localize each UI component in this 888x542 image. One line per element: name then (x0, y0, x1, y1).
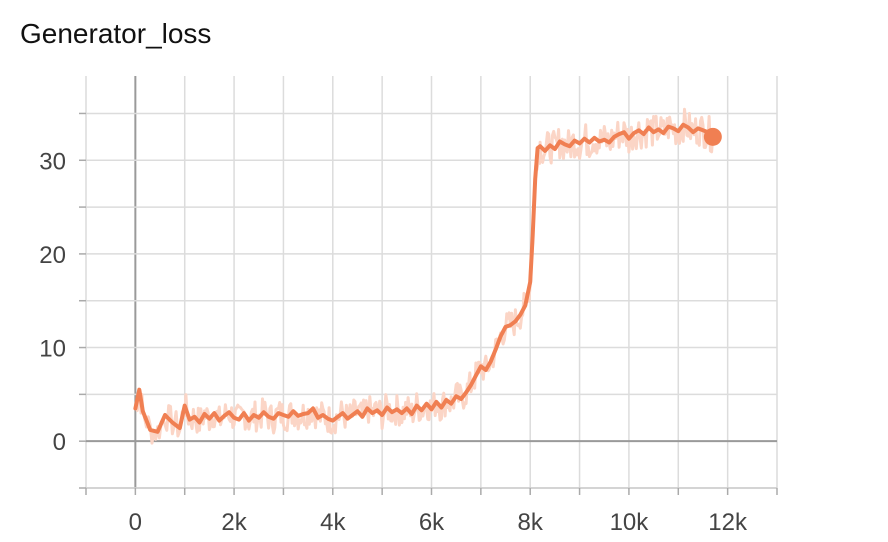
x-tick-label: 8k (518, 509, 544, 536)
x-tick-label: 2k (221, 509, 247, 536)
x-tick-label: 6k (419, 509, 445, 536)
raw-series-line (133, 107, 715, 445)
x-tick-label: 10k (610, 509, 650, 536)
x-tick-label: 12k (708, 509, 748, 536)
series-line (133, 122, 715, 434)
y-tick-label: 20 (39, 242, 66, 269)
y-tick-label: 30 (39, 148, 66, 175)
x-tick-label: 0 (129, 509, 142, 536)
x-tick-label: 4k (320, 509, 346, 536)
y-tick-label: 0 (53, 429, 66, 456)
chart-title: Generator_loss (20, 18, 212, 49)
series-end-point (703, 127, 722, 146)
y-tick-label: 10 (39, 336, 66, 363)
